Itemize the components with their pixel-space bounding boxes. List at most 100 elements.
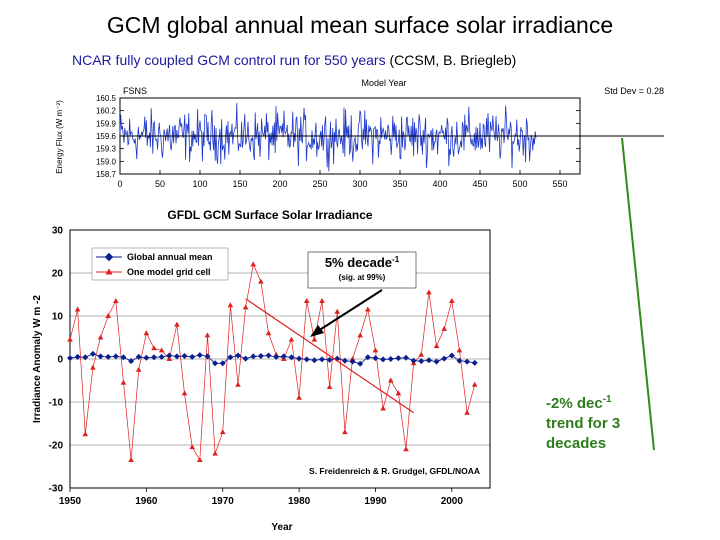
global-mean-point: [257, 352, 264, 359]
global-mean-point: [387, 356, 394, 362]
global-mean-point: [464, 358, 471, 365]
global-mean-point: [418, 358, 425, 365]
grid-cell-point: [197, 457, 203, 463]
ncar-x-tick-label: 0: [117, 179, 122, 189]
global-mean-point: [158, 353, 165, 360]
global-mean-point: [242, 355, 249, 362]
global-mean-point: [349, 358, 356, 365]
annotation-arrow-shaft: [317, 289, 383, 332]
annotation-box: [307, 251, 417, 289]
global-mean-point: [227, 354, 234, 361]
global-mean-point: [471, 359, 478, 366]
global-mean-point: [74, 353, 81, 360]
grid-cell-point: [365, 306, 371, 312]
gfdl-x-tick-label: 2000: [441, 496, 464, 507]
legend-global-marker: [104, 252, 114, 262]
grid-cell-point: [67, 336, 73, 342]
grid-cell-point: [372, 347, 379, 353]
global-mean-point: [273, 353, 280, 360]
global-mean-point: [433, 358, 440, 365]
legend-cell-marker: [105, 268, 113, 275]
global-mean-point: [166, 352, 173, 359]
grid-cell-point: [426, 289, 432, 295]
grid-cell-point: [303, 297, 310, 303]
global-mean-point: [395, 355, 402, 362]
gfdl-y-tick-label: -30: [49, 484, 64, 495]
grid-cell-point: [105, 313, 111, 318]
global-mean-point: [326, 356, 333, 363]
ncar-x-tick-label: 500: [512, 179, 527, 189]
legend-cell-label: One model grid cell: [127, 267, 211, 277]
gfdl-x-tick-label: 1970: [212, 496, 235, 507]
global-mean-point: [441, 355, 448, 362]
global-mean-point: [97, 353, 104, 360]
grid-cell-point: [464, 409, 470, 415]
legend-global-label: Global annual mean: [127, 252, 213, 262]
annotation-arrow-head: [310, 325, 324, 337]
grid-cell-point: [319, 297, 325, 303]
ncar-x-tick-label: 350: [392, 179, 407, 189]
global-mean-point: [319, 356, 325, 363]
ncar-y-tick-label: 159.6: [96, 132, 117, 141]
grid-cell-point: [158, 347, 165, 353]
ncar-x-tick-label: 450: [472, 179, 487, 189]
ncar-x-tick-label: 300: [352, 179, 367, 189]
grid-cell-point: [380, 405, 386, 411]
gfdl-y-tick-label: -10: [49, 398, 64, 409]
global-mean-point: [403, 354, 409, 361]
grid-cell-point: [235, 381, 241, 387]
gfdl-legend: Global annual mean One model grid cell: [91, 247, 229, 281]
global-mean-point: [303, 356, 310, 363]
ncar-panel: FSNS Model Year Std Dev = 0.28 Energy Fl…: [55, 78, 664, 189]
grid-cell-point: [97, 334, 104, 340]
grid-cell-point: [296, 394, 302, 400]
global-mean-point: [280, 353, 287, 360]
grid-cell-point: [342, 429, 348, 435]
grid-cell-point: [441, 325, 447, 331]
global-mean-point: [425, 357, 432, 364]
trend-note-line2: trend for 3: [546, 415, 621, 432]
gfdl-x-axis-label: Year: [271, 522, 292, 533]
global-mean-point: [120, 354, 127, 361]
global-mean-point: [128, 358, 135, 365]
global-mean-point: [380, 356, 387, 363]
grid-cell-point: [74, 306, 81, 312]
global-mean-point: [364, 354, 371, 361]
ncar-y-tick-label: 159.3: [96, 145, 117, 154]
gfdl-y-tick-label: 30: [52, 226, 64, 237]
grid-cell-point: [250, 261, 257, 267]
grid-cell-point: [311, 336, 318, 342]
trend-line: [245, 298, 414, 414]
slide-title: GCM global annual mean surface solar irr…: [106, 12, 614, 38]
gfdl-panel: GFDL GCM Surface Solar Irradiance 30 20 10…: [32, 208, 491, 533]
gfdl-y-tick-label: 0: [57, 355, 63, 366]
annotation-text: 5% decade-1: [325, 255, 400, 270]
subtitle-run: NCAR fully coupled GCM control run for 5…: [72, 52, 386, 68]
global-mean-point: [105, 353, 112, 360]
global-mean-points: [67, 350, 478, 367]
ncar-x-tick-label: 200: [272, 179, 287, 189]
grid-cell-point: [242, 304, 249, 310]
grid-cell-point: [449, 297, 455, 303]
ncar-x-tick-label: 550: [552, 179, 567, 189]
trend-note-line1: -2% dec-1: [546, 394, 612, 412]
grid-cell-point: [90, 364, 96, 370]
ncar-x-tick-label: 150: [232, 179, 247, 189]
global-mean-point: [173, 353, 180, 360]
trend-note: -2% dec-1 trend for 3 decades: [546, 390, 666, 454]
grid-cell-point: [189, 444, 195, 450]
global-mean-point: [82, 354, 89, 361]
grid-cell-point: [258, 278, 264, 284]
trend-note-line3: decades: [546, 435, 607, 452]
global-mean-point: [265, 352, 272, 359]
ncar-x-tick-label: 250: [312, 179, 327, 189]
global-mean-point: [448, 352, 455, 359]
ncar-y-tick-label: 158.7: [96, 170, 117, 179]
global-mean-point: [135, 353, 142, 360]
gfdl-x-tick-label: 1950: [59, 496, 82, 507]
ncar-y-tick-label: 160.2: [96, 107, 117, 116]
grid-cell-points: [67, 261, 478, 463]
grid-cell-point: [471, 381, 478, 387]
